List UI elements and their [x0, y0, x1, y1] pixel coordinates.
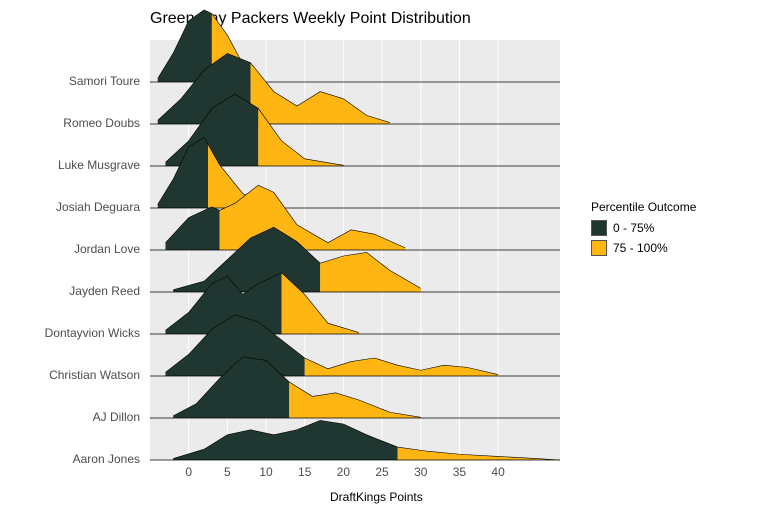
legend-item-low: 0 - 75% — [591, 220, 751, 236]
y-axis-player-label: Aaron Jones — [0, 452, 140, 466]
legend-item-high: 75 - 100% — [591, 240, 751, 256]
y-axis-player-label: Christian Watson — [0, 368, 140, 382]
x-tick-label: 35 — [453, 465, 466, 479]
x-tick-label: 5 — [224, 465, 231, 479]
x-tick-label: 25 — [375, 465, 388, 479]
y-axis-player-label: Dontayvion Wicks — [0, 326, 140, 340]
y-axis-player-label: Jordan Love — [0, 242, 140, 256]
x-tick-label: 30 — [414, 465, 427, 479]
x-axis-title: DraftKings Points — [330, 490, 423, 504]
ridge-low — [165, 207, 219, 250]
y-axis-player-label: Samori Toure — [0, 74, 140, 88]
ridge-high — [220, 185, 406, 250]
legend-swatch-low — [591, 220, 607, 236]
x-tick-label: 40 — [491, 465, 504, 479]
y-axis-player-label: AJ Dillon — [0, 410, 140, 424]
legend-title: Percentile Outcome — [591, 200, 751, 214]
y-axis-player-label: Jayden Reed — [0, 284, 140, 298]
x-tick-label: 10 — [259, 465, 272, 479]
ridge-high — [398, 447, 560, 460]
y-axis-player-label: Josiah Deguara — [0, 200, 140, 214]
ridge-high — [289, 382, 421, 418]
y-axis-player-label: Luke Musgrave — [0, 158, 140, 172]
y-axis-player-label: Romeo Doubs — [0, 116, 140, 130]
legend: Percentile Outcome 0 - 75% 75 - 100% — [591, 200, 751, 260]
x-tick-label: 0 — [185, 465, 192, 479]
ridge-high — [251, 63, 390, 124]
ridgeline-svg — [150, 40, 560, 460]
chart-container: Green Bay Packers Weekly Point Distribut… — [0, 0, 781, 520]
legend-swatch-high — [591, 240, 607, 256]
legend-label-high: 75 - 100% — [613, 241, 668, 255]
x-tick-label: 20 — [337, 465, 350, 479]
legend-label-low: 0 - 75% — [613, 221, 654, 235]
ridge-low — [173, 420, 397, 460]
x-tick-label: 15 — [298, 465, 311, 479]
